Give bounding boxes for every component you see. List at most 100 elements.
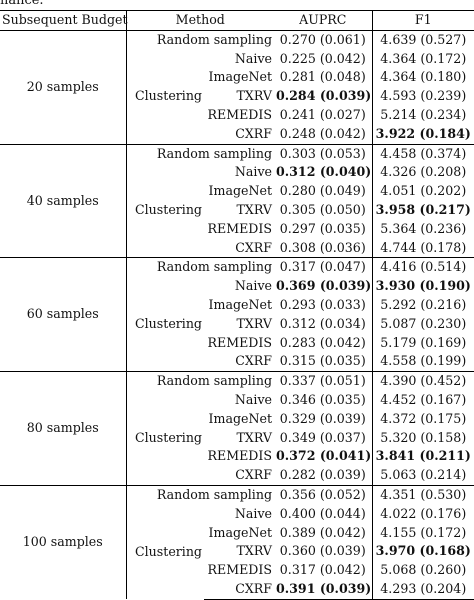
results-table: Subsequent Budget Method AUPRC F1 20 sam… [0, 10, 474, 600]
method-cell: Random sampling [126, 484, 275, 505]
clustering-label: Clustering [135, 543, 202, 559]
method-cell: TXRV [236, 88, 273, 104]
method-cell: TXRV [236, 543, 273, 559]
auprc-cell: 0.315 (0.035) [279, 353, 366, 369]
table-row: Clustering Naive 0.312 (0.040) 4.326 (0.208… [0, 163, 474, 217]
f1-cell: 5.179 (0.169) [371, 333, 474, 353]
budget-cell: 20 samples [0, 29, 127, 145]
auprc-cell: 0.293 (0.033) [279, 296, 366, 312]
f1-cell: 4.351 (0.530) [371, 484, 474, 505]
clustering-label: Clustering [135, 315, 202, 331]
table-row: TXRV 0.305 (0.050) 3.958 (0.217) [0, 200, 474, 220]
f1-cell: 3.922 (0.184) [371, 124, 474, 145]
auprc-cell: 0.312 (0.040) [276, 164, 372, 180]
table-row: 100 samples Random sampling 0.356 (0.052) 4… [0, 484, 474, 600]
table-row: REMEDIS 0.283 (0.042) 5.179 (0.169) [0, 333, 474, 353]
table-row: TXRV 0.349 (0.037) 5.320 (0.158) [0, 428, 474, 448]
table-row: TXRV 0.312 (0.034) 5.087 (0.230) [0, 314, 474, 334]
f1-cell: 5.068 (0.260) [371, 561, 474, 580]
f1-cell: 4.558 (0.199) [371, 352, 474, 372]
table-row: ImageNet 0.293 (0.033) 5.292 (0.216) [0, 295, 474, 315]
f1-cell: 3.841 (0.211) [371, 447, 474, 467]
auprc-cell: 0.284 (0.039) [276, 88, 372, 104]
f1-cell: 4.593 (0.239) [371, 87, 474, 106]
method-cell: Naive [234, 278, 273, 294]
table-body: 20 samples Random sampling 0.270 (0.061) 4.… [0, 29, 474, 600]
method-cell: REMEDIS [207, 106, 273, 122]
f1-cell: 4.390 (0.452) [371, 371, 474, 391]
table-row: TXRV 0.284 (0.039) 4.593 (0.239) [0, 87, 474, 106]
f1-cell: 4.416 (0.514) [371, 257, 474, 278]
auprc-cell: 0.369 (0.039) [276, 278, 372, 294]
auprc-cell: 0.283 (0.042) [279, 334, 366, 350]
method-cell: Random sampling [126, 371, 275, 391]
auprc-cell: 0.280 (0.049) [279, 183, 366, 199]
method-cell: CXRF [235, 125, 273, 141]
f1-cell: 4.293 (0.204) [371, 579, 474, 600]
auprc-cell: 0.312 (0.034) [279, 315, 366, 331]
auprc-cell: 0.360 (0.039) [279, 543, 366, 559]
f1-cell: 5.063 (0.214) [371, 466, 474, 486]
f1-cell: 4.326 (0.208) [371, 163, 474, 183]
auprc-cell: 0.372 (0.041) [276, 448, 372, 464]
header-method: Method [175, 12, 225, 27]
f1-cell: 4.639 (0.527) [371, 29, 474, 50]
f1-cell: 4.364 (0.172) [371, 49, 474, 69]
header-budget: Subsequent Budget [0, 10, 128, 31]
f1-cell: 5.087 (0.230) [371, 314, 474, 334]
f1-cell: 4.744 (0.178) [371, 238, 474, 258]
f1-cell: 4.458 (0.374) [371, 143, 474, 164]
auprc-cell: 0.400 (0.044) [279, 505, 366, 521]
budget-cell: 60 samples [0, 257, 127, 372]
f1-cell: 4.051 (0.202) [371, 182, 474, 201]
method-cell: Naive [234, 391, 273, 407]
method-cell: TXRV [236, 315, 273, 331]
table-row: REMEDIS 0.241 (0.027) 5.214 (0.234) [0, 105, 474, 125]
method-cell: CXRF [235, 239, 273, 255]
table-row: Clustering Naive 0.346 (0.035) 4.452 (0.167… [0, 390, 474, 445]
f1-cell: 4.364 (0.180) [371, 68, 474, 88]
table-row: ImageNet 0.280 (0.049) 4.051 (0.202) [0, 182, 474, 201]
method-cell: REMEDIS [207, 220, 273, 236]
auprc-cell: 0.349 (0.037) [279, 429, 366, 445]
auprc-cell: 0.317 (0.042) [279, 562, 366, 578]
auprc-cell: 0.308 (0.036) [279, 239, 366, 255]
method-cell: CXRF [204, 579, 275, 600]
table-row: CXRF 0.308 (0.036) 4.744 (0.178) [0, 238, 474, 258]
f1-cell: 3.930 (0.190) [371, 277, 474, 296]
auprc-cell: 0.281 (0.048) [279, 69, 366, 85]
method-cell: TXRV [236, 201, 273, 217]
auprc-cell: 0.356 (0.052) [274, 484, 373, 505]
method-cell: ImageNet [208, 524, 273, 540]
method-cell: Random sampling [126, 257, 275, 278]
auprc-cell: 0.317 (0.047) [274, 257, 373, 278]
auprc-cell: 0.225 (0.042) [279, 50, 366, 66]
f1-cell: 3.970 (0.168) [371, 542, 474, 562]
caption-fragment: mance. [0, 0, 44, 8]
budget-cell: 40 samples [0, 143, 127, 258]
method-cell: ImageNet [208, 183, 273, 199]
table-row: CXRF 0.282 (0.039) 5.063 (0.214) [0, 466, 474, 486]
table-row: ImageNet 0.329 (0.039) 4.372 (0.175) [0, 409, 474, 429]
clustering-label: Clustering [135, 429, 202, 445]
table-row: REMEDIS 0.372 (0.041) 3.841 (0.211) [0, 447, 474, 467]
method-cell: ImageNet [208, 69, 273, 85]
table-row: CXRF 0.248 (0.042) 3.922 (0.184) [0, 124, 474, 145]
method-cell: ImageNet [208, 410, 273, 426]
auprc-cell: 0.248 (0.042) [279, 125, 366, 141]
budget-cell: 80 samples [0, 371, 127, 486]
table-row: 60 samples Random sampling 0.317 (0.047) 4.… [0, 257, 474, 372]
auprc-cell: 0.282 (0.039) [279, 467, 366, 483]
budget-cell: 100 samples [0, 484, 127, 600]
f1-cell: 5.292 (0.216) [371, 295, 474, 315]
auprc-cell: 0.305 (0.050) [279, 201, 366, 217]
f1-cell: 4.452 (0.167) [371, 390, 474, 410]
method-cell: REMEDIS [207, 334, 273, 350]
f1-cell: 3.958 (0.217) [371, 200, 474, 220]
method-cell: Naive [234, 50, 273, 66]
auprc-cell: 0.337 (0.051) [274, 371, 373, 391]
method-cell: ImageNet [208, 296, 273, 312]
auprc-cell: 0.329 (0.039) [279, 410, 366, 426]
table-row: 80 samples Random sampling 0.337 (0.051) 4.… [0, 371, 474, 486]
f1-cell: 5.364 (0.236) [371, 219, 474, 239]
